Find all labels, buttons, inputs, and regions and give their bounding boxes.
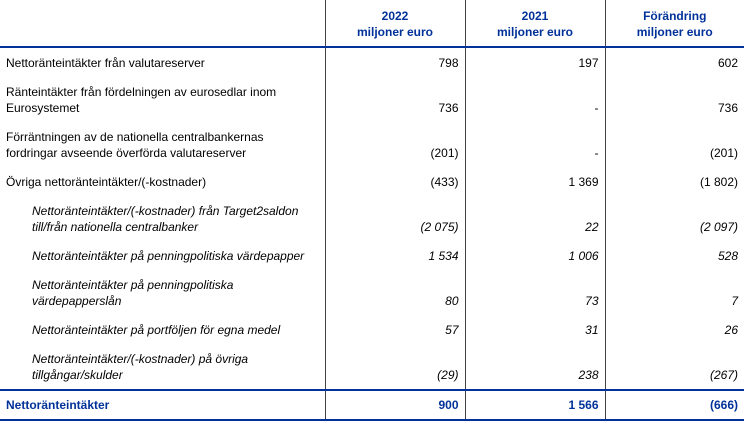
- cell-value: (201): [324, 122, 465, 167]
- table-row: Nettoränteintäkter från valutareserver 79…: [0, 47, 744, 77]
- row-label: Nettoränteintäkter på portföljen för egn…: [32, 323, 281, 337]
- cell-value: 73: [464, 270, 605, 315]
- cell-value: -: [464, 122, 605, 167]
- column-title: 2022: [381, 9, 409, 23]
- cell-value: (201): [604, 122, 744, 167]
- row-label: Nettoränteintäkter/(-kostnader) på övrig…: [32, 352, 249, 382]
- column-header: 2022 miljoner euro: [324, 0, 465, 48]
- column-unit: miljoner euro: [636, 25, 713, 39]
- cell-value: 798: [324, 47, 465, 77]
- table-row: Nettoränteintäkter på penningpolitiska v…: [0, 270, 744, 315]
- table-row: Ränteintäkter från fördelningen av euros…: [0, 77, 744, 122]
- cell-value: 1 534: [324, 241, 465, 270]
- cell-value: (2 097): [604, 196, 744, 241]
- header-blank: [0, 0, 325, 48]
- row-label: Ränteintäkter från fördelningen av euros…: [6, 85, 277, 115]
- cell-value: 197: [464, 47, 605, 77]
- cell-value: 602: [604, 47, 744, 77]
- column-title: Förändring: [643, 9, 707, 23]
- cell-value: 1 369: [464, 167, 605, 196]
- cell-value: 57: [324, 315, 465, 344]
- table-row: Nettoränteintäkter/(-kostnader) från Tar…: [0, 196, 744, 241]
- cell-value: (666): [604, 389, 744, 421]
- table-row: Nettoränteintäkter 900 1 566 (666): [0, 389, 744, 421]
- cell-value: 528: [604, 241, 744, 270]
- cell-value: 7: [604, 270, 744, 315]
- cell-value: (433): [324, 167, 465, 196]
- cell-value: 80: [324, 270, 465, 315]
- column-unit: miljoner euro: [356, 25, 433, 39]
- table-row: Förräntningen av de nationella centralba…: [0, 122, 744, 167]
- cell-value: (29): [324, 344, 465, 390]
- row-label: Nettoränteintäkter på penningpolitiska v…: [32, 278, 234, 308]
- cell-value: 900: [324, 389, 465, 421]
- table-row: Nettoränteintäkter/(-kostnader) på övrig…: [0, 344, 744, 390]
- table-row: Övriga nettoränteintäkter/(-kostnader) (4…: [0, 167, 744, 196]
- column-unit: miljoner euro: [496, 25, 573, 39]
- column-header: Förändring miljoner euro: [604, 0, 744, 48]
- table-row: Nettoränteintäkter på penningpolitiska v…: [0, 241, 744, 270]
- column-header: 2021 miljoner euro: [464, 0, 605, 48]
- table-row: Nettoränteintäkter på portföljen för egn…: [0, 315, 744, 344]
- cell-value: 1 006: [464, 241, 605, 270]
- row-label: Nettoränteintäkter: [0, 389, 325, 421]
- row-label: Nettoränteintäkter från valutareserver: [6, 56, 205, 70]
- column-title: 2021: [521, 9, 549, 23]
- cell-value: 22: [464, 196, 605, 241]
- cell-value: 736: [324, 77, 465, 122]
- cell-value: 1 566: [464, 389, 605, 421]
- cell-value: 238: [464, 344, 605, 390]
- row-label: Nettoränteintäkter/(-kostnader) från Tar…: [32, 204, 299, 234]
- row-label: Nettoränteintäkter på penningpolitiska v…: [32, 249, 305, 263]
- cell-value: (267): [604, 344, 744, 390]
- cell-value: (1 802): [604, 167, 744, 196]
- cell-value: 31: [464, 315, 605, 344]
- cell-value: (2 075): [324, 196, 465, 241]
- cell-value: -: [464, 77, 605, 122]
- table-body: Nettoränteintäkter från valutareserver 79…: [0, 47, 744, 421]
- cell-value: 736: [604, 77, 744, 122]
- row-label: Övriga nettoränteintäkter/(-kostnader): [6, 175, 207, 189]
- row-label: Förräntningen av de nationella centralba…: [6, 130, 264, 160]
- table-header: 2022 miljoner euro 2021 miljoner euro Föränd…: [0, 0, 744, 48]
- header-row: 2022 miljoner euro 2021 miljoner euro Föränd…: [0, 0, 744, 48]
- cell-value: 26: [604, 315, 744, 344]
